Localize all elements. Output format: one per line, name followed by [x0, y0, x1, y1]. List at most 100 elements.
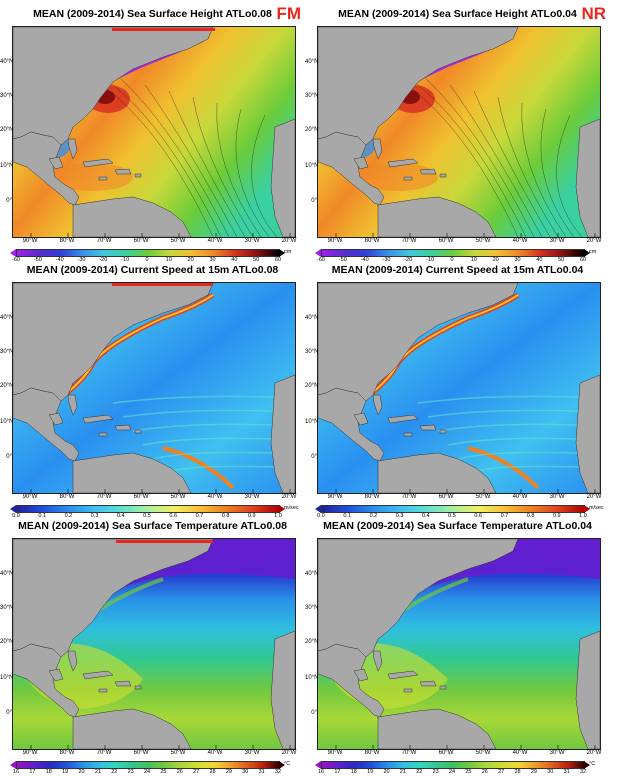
lon-label: 40°W [512, 238, 528, 244]
land-florida [372, 650, 383, 672]
zonal-band [427, 409, 600, 418]
colorbar-tick-label: 10 [470, 257, 477, 263]
lon-label: 30°W [549, 750, 565, 756]
colorbar-tick-label: 32 [579, 769, 587, 775]
island-jamaica [98, 176, 108, 181]
lon-label: 70°W [401, 238, 417, 244]
lon-label: 90°W [327, 494, 343, 500]
island-jamaica [98, 688, 108, 693]
colorbar [16, 505, 280, 513]
colorbar-tick-label: -10 [426, 257, 435, 263]
island-cuba [387, 414, 419, 424]
colorbar-tick-label: 26 [176, 769, 183, 775]
colorbar-tick-label: 25 [160, 769, 167, 775]
model-tag: NR [581, 4, 606, 23]
colorbar-tick-label: 0.0 [317, 513, 325, 519]
lat-label: 20°N [305, 383, 319, 389]
colorbar-tick-label: 18 [350, 769, 357, 775]
land-africa [270, 630, 295, 749]
colorbar-tick-label: 60 [579, 257, 587, 263]
colorbar-tick-label: 18 [45, 769, 52, 775]
island-hispaniola [114, 168, 132, 175]
colorbar-tick-label: -40 [360, 257, 369, 263]
land-mexico [13, 643, 80, 718]
lon-label: 80°W [59, 238, 75, 244]
colorbar-arrow-right [584, 249, 590, 257]
colorbar-tick-label: 1.0 [274, 513, 282, 519]
land-yucatan [353, 668, 369, 682]
island-puerto-rico [134, 429, 142, 434]
lat-label: 0° [311, 710, 317, 716]
colorbar-arrow-left [315, 505, 321, 513]
land-africa [270, 118, 295, 237]
contour-line [521, 102, 567, 237]
lon-label: 50°W [170, 494, 186, 500]
map-area [12, 26, 296, 238]
lat-label: 0° [6, 454, 12, 460]
colorbar-tick-label: 23 [127, 769, 134, 775]
colorbar-tick-label: 31 [563, 769, 570, 775]
contour-line [235, 108, 270, 237]
lon-label: 20°W [586, 238, 602, 244]
island-puerto-rico [439, 685, 447, 690]
colorbar-tick-label: 40 [231, 257, 238, 263]
lon-label: 50°W [170, 238, 186, 244]
land-mexico [318, 643, 385, 718]
lon-label: 70°W [96, 238, 112, 244]
colorbar-tick-label: 27 [193, 769, 200, 775]
island-cuba [82, 414, 114, 424]
contour-line [216, 102, 262, 237]
colorbar-arrow-left [315, 249, 321, 257]
land-florida [67, 650, 78, 672]
land-mexico [318, 387, 385, 462]
lat-label: 10°N [0, 163, 14, 169]
lon-label: 40°W [207, 494, 223, 500]
contour-line [192, 96, 254, 237]
lat-label: 30°N [305, 605, 319, 611]
red-underline [116, 540, 213, 543]
colorbar [321, 249, 585, 257]
lon-label: 90°W [22, 238, 38, 244]
colorbar-units: °C [589, 761, 596, 767]
colorbar-units: °C [284, 761, 291, 767]
contour-line [425, 78, 535, 237]
land-florida [372, 394, 383, 416]
lon-label: 30°W [549, 238, 565, 244]
lon-label: 90°W [22, 494, 38, 500]
lon-label: 90°W [22, 750, 38, 756]
north-brazil-current [467, 446, 540, 490]
colorbar-tick-label: 60 [274, 257, 282, 263]
colorbar-tick-label: 1.0 [579, 513, 587, 519]
lon-label: 40°W [512, 494, 528, 500]
lat-label: 0° [6, 710, 12, 716]
lon-label: 50°W [475, 750, 491, 756]
land-south-america [72, 196, 192, 237]
lon-label: 70°W [401, 494, 417, 500]
lon-label: 40°W [512, 750, 528, 756]
colorbar-tick-label: 28 [209, 769, 216, 775]
lat-label: 30°N [0, 349, 14, 355]
lon-label: 80°W [364, 494, 380, 500]
model-tag: FM [276, 4, 301, 23]
map-area [317, 538, 601, 750]
colorbar-tick-label: 0.2 [369, 513, 378, 519]
island-hispaniola [114, 424, 132, 431]
map-panel: MEAN (2009-2014) Sea Surface Height ATLo… [0, 4, 305, 263]
lon-label: 60°W [438, 750, 454, 756]
colorbar-tick-label: 30 [209, 257, 216, 263]
colorbar-tick-label: 10 [165, 257, 172, 263]
colorbar-tick-label: 22 [416, 769, 423, 775]
lat-label: 20°N [305, 127, 319, 133]
land-yucatan [48, 412, 64, 426]
lon-label: 20°W [281, 238, 297, 244]
colorbar-tick-label: 21 [94, 769, 101, 775]
land-south-america [72, 452, 192, 493]
colorbar-tick-label: 0.8 [526, 513, 535, 519]
colorbar-tick-label: 0.2 [64, 513, 73, 519]
colorbar-tick-label: 0.1 [343, 513, 352, 519]
colorbar-tick-label: 17 [334, 769, 341, 775]
lat-label: 10°N [305, 163, 319, 169]
land-florida [67, 394, 78, 416]
colorbar-tick-label: 0.9 [247, 513, 256, 519]
colorbar-tick-label: 19 [62, 769, 69, 775]
